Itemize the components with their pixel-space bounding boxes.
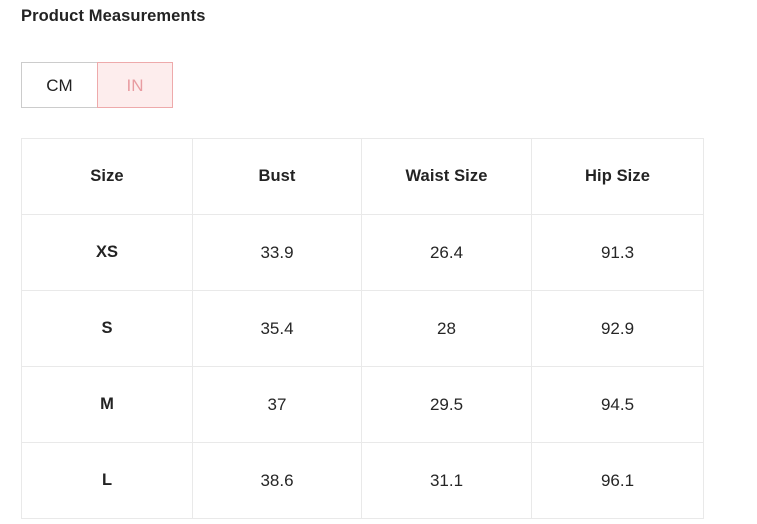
unit-toggle-group: CM IN bbox=[21, 62, 173, 108]
size-table-container: Size Bust Waist Size Hip Size XS 33.9 26… bbox=[21, 138, 757, 519]
cell-size: L bbox=[21, 442, 193, 519]
cell-bust: 37 bbox=[192, 366, 362, 443]
table-row: XS 33.9 26.4 91.3 bbox=[21, 214, 704, 291]
page-title: Product Measurements bbox=[21, 7, 206, 25]
cell-size: XS bbox=[21, 214, 193, 291]
cell-bust: 35.4 bbox=[192, 290, 362, 367]
size-table-body: XS 33.9 26.4 91.3 S 35.4 28 92.9 M 37 29… bbox=[21, 214, 704, 519]
cell-hip: 94.5 bbox=[531, 366, 704, 443]
table-header-row: Size Bust Waist Size Hip Size bbox=[21, 138, 704, 215]
cell-hip: 91.3 bbox=[531, 214, 704, 291]
cell-hip: 92.9 bbox=[531, 290, 704, 367]
table-row: L 38.6 31.1 96.1 bbox=[21, 442, 704, 519]
size-table: Size Bust Waist Size Hip Size XS 33.9 26… bbox=[21, 138, 704, 519]
cell-waist: 26.4 bbox=[361, 214, 532, 291]
cell-hip: 96.1 bbox=[531, 442, 704, 519]
cell-waist: 29.5 bbox=[361, 366, 532, 443]
table-row: S 35.4 28 92.9 bbox=[21, 290, 704, 367]
column-header-size: Size bbox=[21, 138, 193, 215]
cell-size: S bbox=[21, 290, 193, 367]
column-header-bust: Bust bbox=[192, 138, 362, 215]
unit-toggle-cm[interactable]: CM bbox=[21, 62, 97, 108]
cell-bust: 38.6 bbox=[192, 442, 362, 519]
size-table-head: Size Bust Waist Size Hip Size bbox=[21, 138, 704, 215]
cell-waist: 28 bbox=[361, 290, 532, 367]
column-header-hip: Hip Size bbox=[531, 138, 704, 215]
column-header-waist: Waist Size bbox=[361, 138, 532, 215]
cell-waist: 31.1 bbox=[361, 442, 532, 519]
table-row: M 37 29.5 94.5 bbox=[21, 366, 704, 443]
cell-bust: 33.9 bbox=[192, 214, 362, 291]
unit-toggle-in[interactable]: IN bbox=[97, 62, 173, 108]
cell-size: M bbox=[21, 366, 193, 443]
